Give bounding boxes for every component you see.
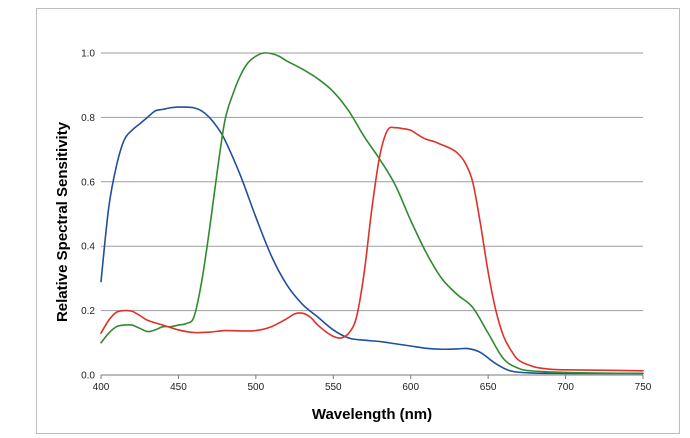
x-tick-label: 750 bbox=[635, 382, 652, 393]
series-lines bbox=[100, 52, 644, 375]
blue-series-line bbox=[100, 106, 644, 375]
gridlines bbox=[101, 52, 643, 312]
y-tick-label: 0.0 bbox=[81, 371, 95, 382]
x-tick-label: 550 bbox=[325, 382, 342, 393]
x-axis-title: Wavelength (nm) bbox=[312, 406, 432, 423]
x-tick-label: 450 bbox=[170, 382, 187, 393]
chart-frame: 400 450 500 550 600 650 700 750 0.0 0.2 0.4 0.6 0.8… bbox=[36, 8, 680, 434]
x-tick-label: 650 bbox=[480, 382, 497, 393]
line-chart: 400 450 500 550 600 650 700 750 0.0 0.2 0.4 0.6 0.8… bbox=[54, 49, 652, 424]
axes bbox=[100, 374, 644, 379]
red-series-line bbox=[100, 126, 644, 372]
x-tick-label: 400 bbox=[93, 382, 110, 393]
x-tick-labels: 400 450 500 550 600 650 700 750 bbox=[93, 382, 652, 393]
y-tick-label: 0.8 bbox=[81, 113, 95, 124]
y-tick-label: 0.2 bbox=[81, 306, 95, 317]
y-tick-labels: 0.0 0.2 0.4 0.6 0.8 1.0 bbox=[81, 49, 95, 382]
y-tick-label: 0.6 bbox=[81, 177, 95, 188]
x-tick-label: 700 bbox=[557, 382, 574, 393]
y-tick-label: 0.4 bbox=[81, 242, 95, 253]
x-tick-label: 600 bbox=[402, 382, 419, 393]
x-tick-label: 500 bbox=[248, 382, 265, 393]
y-tick-label: 1.0 bbox=[81, 49, 95, 60]
green-series-line bbox=[100, 52, 644, 375]
y-axis-title: Relative Spectral Sensitivity bbox=[54, 121, 71, 322]
